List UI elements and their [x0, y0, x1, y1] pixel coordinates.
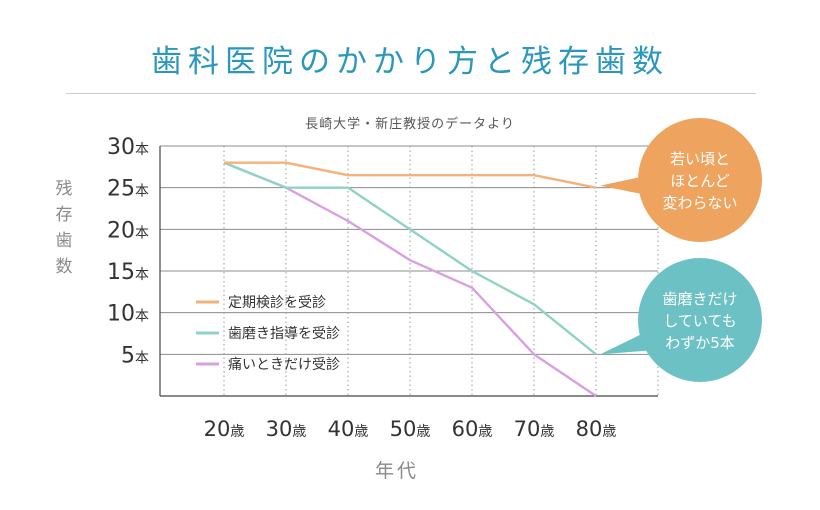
title-divider: [66, 93, 756, 94]
x-tick-label: 20歳: [204, 417, 245, 441]
y-tick-label: 20本: [107, 218, 149, 243]
x-axis-label: 年代: [374, 460, 419, 482]
y-tick-label: 15本: [107, 260, 149, 285]
series-line-1: [224, 161, 597, 189]
legend-label: 痛いときだけ受診: [228, 356, 340, 373]
annotation-bubble-pointer: [600, 175, 652, 196]
annotation-bubble-circle: [638, 258, 762, 382]
x-tick-label: 50歳: [390, 417, 431, 441]
y-tick-label: 5本: [121, 343, 149, 368]
x-tick-label: 40歳: [328, 417, 369, 441]
annotation-text: 歯磨きだけしていてもわずか5本: [662, 290, 737, 352]
annotation-bubble: 歯磨きだけしていてもわずか5本: [600, 258, 762, 382]
x-tick-label: 60歳: [452, 417, 493, 441]
x-tick-label: 70歳: [514, 417, 555, 441]
y-axis-label: 残存歯数: [55, 179, 73, 277]
y-tick-label: 30本: [107, 135, 149, 160]
annotation-bubble-pointer: [600, 330, 656, 355]
annotation-bubble-circle: [638, 118, 762, 242]
annotation-text: 若い頃とほとんど変わらない: [662, 150, 737, 212]
annotation-bubble: 若い頃とほとんど変わらない: [600, 118, 762, 242]
chart-title: 歯科医院のかかり方と残存歯数: [151, 44, 669, 80]
legend-label: 定期検診を受診: [228, 295, 326, 311]
y-tick-label: 25本: [107, 177, 149, 202]
series-line-2: [223, 161, 597, 356]
x-tick-label: 80歳: [576, 417, 617, 441]
chart-subtitle: 長崎大学・新庄教授のデータより: [305, 117, 515, 132]
y-tick-label: 10本: [107, 302, 149, 327]
x-tick-label: 30歳: [266, 417, 307, 441]
legend-label: 歯磨き指導を受診: [228, 326, 340, 342]
